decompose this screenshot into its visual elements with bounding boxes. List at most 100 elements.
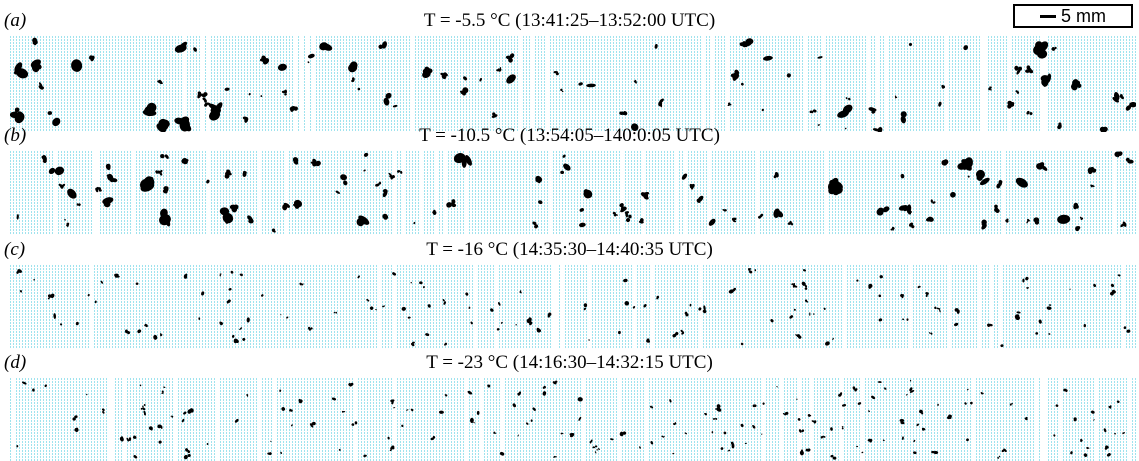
ice-particle: [967, 175, 970, 178]
ice-particle: [1126, 329, 1131, 333]
ice-particle: [432, 210, 436, 215]
ice-particle: [310, 327, 313, 330]
ice-particle: [528, 317, 531, 320]
ice-particle: [711, 431, 714, 434]
ice-particle: [142, 405, 144, 408]
ice-particle: [1053, 434, 1056, 437]
ice-particle: [219, 321, 222, 325]
ice-particle: [283, 202, 291, 208]
ice-particle: [981, 219, 987, 225]
ice-particle: [1087, 167, 1093, 175]
ice-particle: [619, 203, 624, 207]
ice-particle: [42, 154, 47, 161]
ice-particle: [577, 397, 583, 402]
ice-particle: [1114, 432, 1116, 435]
ice-particle: [44, 384, 47, 388]
ice-particle: [1026, 110, 1030, 115]
ice-particle: [444, 342, 448, 346]
ice-particle: [932, 201, 936, 204]
ice-particle: [802, 282, 806, 286]
ice-particle: [407, 409, 409, 411]
ice-particle: [561, 90, 564, 93]
ice-particle: [610, 438, 614, 441]
ice-particle: [1014, 314, 1020, 319]
ice-particle: [438, 410, 444, 414]
ice-particle: [619, 431, 624, 437]
ice-particle: [102, 410, 105, 414]
ice-particle: [392, 272, 397, 276]
ice-particle: [761, 108, 764, 112]
ice-particle: [400, 170, 403, 174]
ice-particle: [856, 279, 859, 282]
ice-particle: [933, 450, 939, 455]
ice-particle: [809, 312, 811, 316]
ice-particle: [786, 73, 791, 78]
ice-particle: [467, 390, 473, 395]
ice-particle: [64, 218, 66, 221]
ice-particle: [1079, 216, 1083, 220]
ice-particle: [913, 451, 917, 455]
ice-particle: [833, 191, 839, 196]
ice-particle: [427, 304, 431, 308]
ice-particle: [133, 435, 137, 439]
ice-particle: [856, 445, 859, 448]
ice-particle: [643, 304, 647, 308]
ice-particle: [754, 269, 757, 272]
ice-particle: [878, 294, 882, 298]
ice-particle: [465, 292, 469, 296]
ice-particle: [796, 398, 798, 400]
ice-particle: [351, 423, 355, 426]
ice-particle: [163, 186, 169, 191]
particle-image: [10, 36, 1136, 132]
particle-image: [10, 151, 1136, 235]
ice-particle: [446, 202, 452, 208]
ice-particle: [722, 209, 726, 211]
ice-particle: [937, 403, 939, 406]
ice-particle: [796, 334, 799, 337]
ice-particle: [246, 394, 249, 396]
particle-strip: [10, 378, 1136, 461]
ice-particle: [661, 435, 664, 438]
ice-particle: [812, 313, 815, 315]
ice-particle: [21, 381, 27, 385]
particle-image: [10, 265, 1136, 349]
ice-particle: [981, 223, 987, 230]
ice-particle: [170, 415, 173, 417]
ice-particle: [383, 97, 390, 106]
ice-particle: [363, 152, 369, 157]
ice-particle: [672, 452, 675, 455]
ice-particle: [19, 290, 22, 292]
ice-particle: [900, 115, 906, 124]
ice-particle: [1076, 226, 1081, 230]
ice-particle: [126, 437, 129, 442]
ice-particle: [410, 408, 413, 411]
ice-particle: [341, 410, 344, 413]
ice-particle: [94, 300, 97, 304]
ice-particle: [247, 215, 253, 221]
ice-particle: [1115, 152, 1119, 157]
ice-particle: [16, 214, 19, 220]
ice-particle: [745, 38, 754, 45]
ice-particle: [294, 201, 300, 209]
ice-particle: [669, 399, 672, 403]
ice-particle: [1111, 289, 1116, 294]
ice-particle: [731, 443, 735, 449]
ice-particle: [1108, 405, 1111, 408]
ice-particle: [47, 111, 53, 115]
ice-particle: [1022, 278, 1025, 283]
ice-particle: [392, 104, 398, 108]
panel-title: T = -5.5 °C (13:41:25–13:52:00 UTC): [423, 10, 716, 31]
ice-particle: [825, 341, 830, 346]
ice-particle: [1123, 432, 1125, 434]
ice-particle: [792, 283, 796, 288]
ice-particle: [54, 166, 65, 176]
ice-particle: [299, 282, 303, 286]
ice-particle: [762, 402, 765, 405]
ice-particle: [1055, 404, 1059, 407]
ice-particle: [785, 411, 789, 415]
ice-particle: [174, 117, 185, 125]
ice-particle: [1024, 417, 1028, 421]
ice-particle: [1073, 418, 1077, 422]
ice-particle: [385, 92, 392, 99]
ice-particle: [822, 435, 826, 438]
